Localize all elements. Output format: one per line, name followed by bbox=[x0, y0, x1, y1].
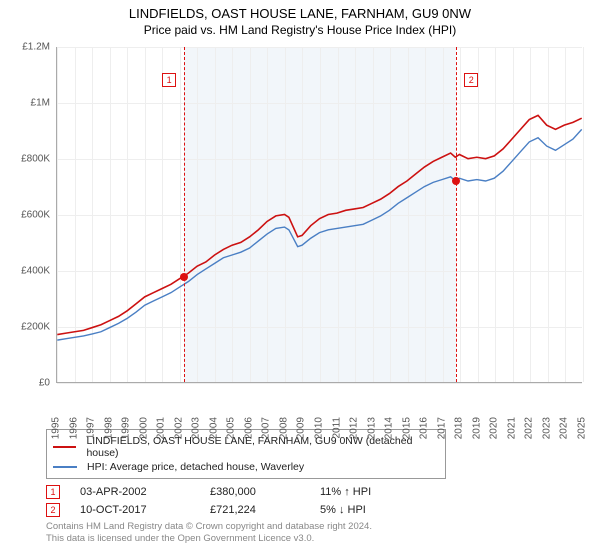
event-price: £380,000 bbox=[210, 486, 300, 498]
x-tick-label: 2014 bbox=[384, 417, 395, 439]
x-tick-label: 2020 bbox=[489, 417, 500, 439]
legend-item: HPI: Average price, detached house, Wave… bbox=[53, 460, 439, 474]
x-tick-label: 2015 bbox=[401, 417, 412, 439]
x-tick-label: 2008 bbox=[278, 417, 289, 439]
x-tick-label: 2002 bbox=[173, 417, 184, 439]
x-tick-label: 2010 bbox=[314, 417, 325, 439]
event-line-marker: 1 bbox=[162, 73, 176, 87]
y-tick-label: £0 bbox=[39, 378, 50, 389]
chart-area: £0£200K£400K£600K£800K£1M£1.2M 12 199519… bbox=[10, 43, 590, 423]
legend-label: HPI: Average price, detached house, Wave… bbox=[87, 461, 304, 473]
x-tick-label: 2006 bbox=[243, 417, 254, 439]
x-tick-label: 1996 bbox=[68, 417, 79, 439]
event-date: 03-APR-2002 bbox=[80, 486, 190, 498]
x-tick-label: 1995 bbox=[51, 417, 62, 439]
x-axis: 1995199619971998199920002001200220032004… bbox=[56, 385, 582, 421]
x-tick-label: 2025 bbox=[577, 417, 588, 439]
event-dot bbox=[452, 177, 460, 185]
chart-subtitle: Price paid vs. HM Land Registry's House … bbox=[10, 23, 590, 37]
event-price: £721,224 bbox=[210, 504, 300, 516]
x-tick-label: 2003 bbox=[191, 417, 202, 439]
y-tick-label: £400K bbox=[21, 266, 50, 277]
event-diff: 5% ↓ HPI bbox=[320, 504, 410, 516]
footnote-line: This data is licensed under the Open Gov… bbox=[46, 533, 580, 545]
x-tick-label: 1998 bbox=[103, 417, 114, 439]
y-tick-label: £800K bbox=[21, 154, 50, 165]
line-layer bbox=[57, 47, 582, 382]
event-row: 2 10-OCT-2017 £721,224 5% ↓ HPI bbox=[46, 501, 580, 519]
x-tick-label: 2017 bbox=[436, 417, 447, 439]
x-tick-label: 2004 bbox=[208, 417, 219, 439]
event-line-marker: 2 bbox=[464, 73, 478, 87]
x-tick-label: 2022 bbox=[524, 417, 535, 439]
x-tick-label: 2024 bbox=[559, 417, 570, 439]
x-tick-label: 2013 bbox=[366, 417, 377, 439]
series-line bbox=[57, 129, 581, 340]
x-tick-label: 2019 bbox=[471, 417, 482, 439]
y-tick-label: £1.2M bbox=[22, 42, 50, 53]
x-tick-label: 2011 bbox=[331, 417, 342, 439]
x-tick-label: 2021 bbox=[506, 417, 517, 439]
x-tick-label: 2012 bbox=[349, 417, 360, 439]
events-table: 1 03-APR-2002 £380,000 11% ↑ HPI 2 10-OC… bbox=[46, 483, 580, 519]
event-marker-box: 2 bbox=[46, 503, 60, 517]
event-row: 1 03-APR-2002 £380,000 11% ↑ HPI bbox=[46, 483, 580, 501]
chart-title: LINDFIELDS, OAST HOUSE LANE, FARNHAM, GU… bbox=[10, 6, 590, 21]
event-date: 10-OCT-2017 bbox=[80, 504, 190, 516]
x-tick-label: 2005 bbox=[226, 417, 237, 439]
series-line bbox=[57, 115, 581, 334]
footnote: Contains HM Land Registry data © Crown c… bbox=[46, 521, 580, 545]
x-tick-label: 2009 bbox=[296, 417, 307, 439]
x-tick-label: 2007 bbox=[261, 417, 272, 439]
x-tick-label: 2000 bbox=[138, 417, 149, 439]
chart-container: LINDFIELDS, OAST HOUSE LANE, FARNHAM, GU… bbox=[0, 0, 600, 549]
y-tick-label: £600K bbox=[21, 210, 50, 221]
event-dot bbox=[180, 273, 188, 281]
plot-area: 12 bbox=[56, 47, 582, 383]
x-tick-label: 2023 bbox=[541, 417, 552, 439]
event-diff: 11% ↑ HPI bbox=[320, 486, 410, 498]
y-axis: £0£200K£400K£600K£800K£1M£1.2M bbox=[10, 43, 52, 383]
x-tick-label: 2016 bbox=[419, 417, 430, 439]
legend-swatch bbox=[53, 446, 76, 448]
footnote-line: Contains HM Land Registry data © Crown c… bbox=[46, 521, 580, 533]
event-marker-box: 1 bbox=[46, 485, 60, 499]
legend-swatch bbox=[53, 466, 77, 468]
x-tick-label: 1999 bbox=[121, 417, 132, 439]
x-tick-label: 2001 bbox=[156, 417, 167, 439]
x-tick-label: 2018 bbox=[454, 417, 465, 439]
y-tick-label: £200K bbox=[21, 322, 50, 333]
y-tick-label: £1M bbox=[31, 98, 50, 109]
x-tick-label: 1997 bbox=[86, 417, 97, 439]
